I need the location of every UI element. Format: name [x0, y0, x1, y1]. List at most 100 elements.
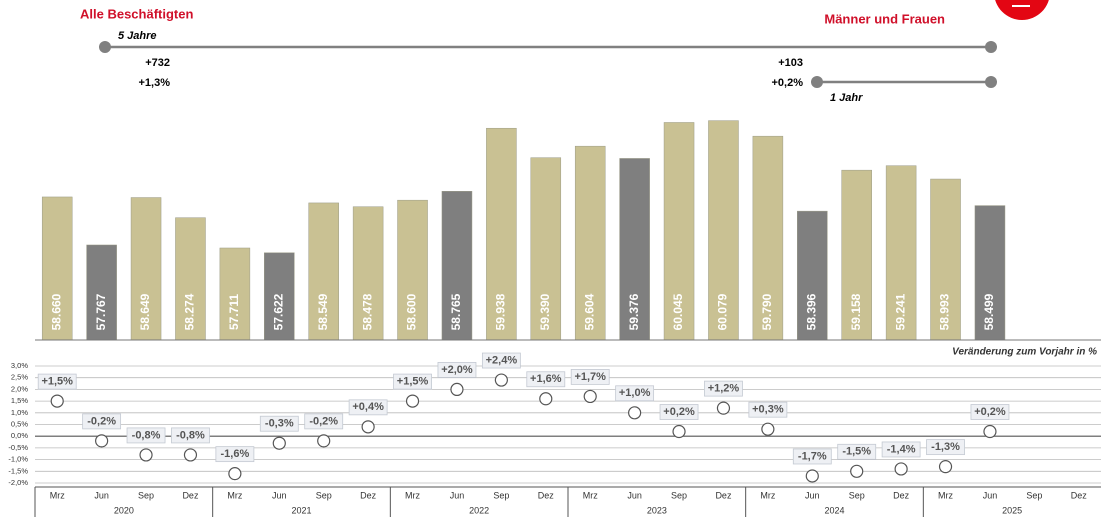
bar [974, 205, 1006, 341]
lower-title: Veränderung zum Vorjahr in % [952, 347, 1097, 358]
bar-value-label: 59.390 [538, 293, 552, 330]
point [95, 434, 109, 448]
year-label: 2020 [114, 505, 134, 515]
y-tick-label: -1,5% [8, 466, 28, 475]
year-label: 2021 [291, 505, 311, 515]
point-value-label: +1,2% [708, 383, 740, 395]
point-value-label: -1,5% [842, 446, 871, 458]
logo [995, 0, 1049, 20]
label-box [970, 404, 1010, 420]
label-box [704, 380, 743, 397]
point [361, 420, 375, 434]
year-label: 2023 [647, 505, 667, 515]
point [539, 392, 553, 406]
x-tick-label: Mrz [583, 490, 598, 500]
point-value-label: -0,8% [132, 429, 161, 441]
bar [797, 210, 828, 341]
span-dot [811, 76, 823, 88]
change-abs: +103 [778, 57, 803, 69]
bar [574, 145, 606, 341]
x-tick-label: Dez [893, 490, 910, 500]
bar [708, 120, 739, 341]
bar [441, 191, 473, 341]
bar-value-label: 59.241 [893, 293, 907, 330]
y-tick-label: 0,0% [11, 431, 28, 440]
span-label: 5 Jahre [118, 30, 157, 42]
year-label: 2025 [1002, 505, 1022, 515]
point-value-label: +0,4% [352, 401, 384, 413]
point [139, 448, 153, 462]
y-tick-label: -1,0% [8, 455, 28, 464]
bar-value-label: 58.993 [938, 293, 952, 330]
label-box [215, 446, 255, 463]
label-box [615, 385, 655, 402]
label-box [570, 369, 610, 385]
x-tick-label: Mrz [405, 490, 420, 500]
point-value-label: -1,6% [221, 448, 250, 460]
change-abs: +732 [145, 57, 170, 69]
bar [175, 217, 206, 341]
label-box [171, 427, 210, 444]
x-tick-label: Sep [849, 490, 865, 500]
point [716, 401, 731, 415]
point [761, 422, 775, 436]
label-box [437, 361, 477, 378]
bar-value-label: 59.376 [627, 293, 641, 330]
label-box [748, 401, 788, 418]
x-tick-label: Jun [627, 490, 642, 500]
label-box [526, 371, 566, 388]
point-value-label: -0,3% [265, 418, 294, 430]
bar-value-label: 58.274 [183, 293, 197, 330]
label-box [259, 415, 299, 432]
point-value-label: +1,7% [574, 371, 606, 383]
point [183, 448, 198, 462]
bar-value-label: 57.767 [94, 293, 108, 330]
point-value-label: +1,5% [41, 376, 73, 388]
bar [352, 206, 384, 341]
x-tick-label: Dez [182, 490, 199, 500]
bar-value-label: 58.396 [804, 293, 818, 330]
bar-value-label: 57.622 [271, 293, 285, 330]
label-box [792, 448, 832, 465]
change-pct: +1,3% [139, 77, 171, 89]
x-tick-label: Mrz [760, 490, 775, 500]
x-tick-label: Dez [1071, 490, 1088, 500]
y-tick-label: -2,0% [8, 478, 28, 487]
label-box [126, 427, 166, 444]
label-box [837, 443, 877, 460]
x-tick-label: Mrz [938, 490, 953, 500]
point [850, 464, 864, 478]
x-tick-label: Jun [94, 490, 109, 500]
bar [841, 169, 872, 341]
label-box [881, 441, 921, 458]
bar-value-label: 58.549 [316, 293, 330, 330]
point [405, 394, 420, 408]
bar [530, 157, 562, 341]
point-value-label: +2,0% [441, 364, 473, 376]
x-tick-label: Jun [805, 490, 820, 500]
bar [930, 178, 961, 341]
point [317, 434, 331, 448]
year-label: 2024 [824, 505, 844, 515]
point [272, 436, 286, 450]
span-label: 1 Jahr [830, 92, 863, 104]
bar-value-label: 58.478 [360, 293, 374, 330]
x-tick-label: Sep [1026, 490, 1042, 500]
bar [308, 202, 339, 341]
bar-value-label: 58.660 [49, 293, 63, 330]
x-tick-label: Jun [450, 490, 465, 500]
point [894, 462, 908, 476]
label-box [82, 413, 122, 430]
point-value-label: -1,4% [887, 443, 916, 455]
y-tick-label: 1,5% [11, 396, 28, 405]
span-dot [99, 41, 111, 53]
point [494, 373, 508, 387]
point-value-label: -0,2% [87, 415, 116, 427]
point [672, 424, 686, 439]
bar-value-label: 59.158 [849, 293, 863, 330]
point-value-label: +1,6% [530, 373, 562, 385]
bar-value-label: 58.499 [982, 293, 996, 330]
title-right: Männer und Frauen [824, 11, 945, 26]
x-tick-label: Dez [538, 490, 555, 500]
x-tick-label: Sep [671, 490, 687, 500]
